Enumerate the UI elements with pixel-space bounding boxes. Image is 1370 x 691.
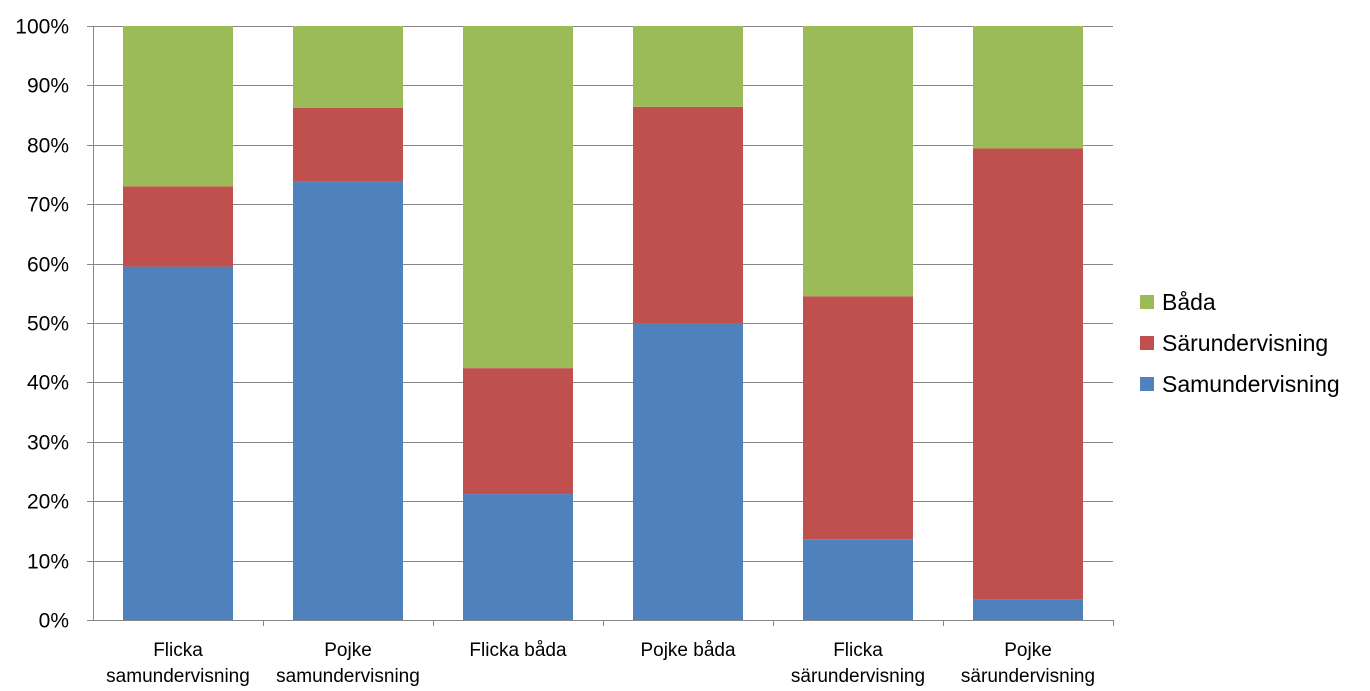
- x-category-label: samundervisning: [106, 666, 250, 686]
- legend-label-båda: Båda: [1162, 289, 1216, 315]
- legend-swatch-båda: [1140, 295, 1154, 309]
- bar-segment-båda: [803, 26, 913, 297]
- x-category-label: Flicka båda: [469, 640, 567, 661]
- tick-labels: 0% 10% 20% 30% 40% 50% 60% 70% 80% 90% 100% Flicka s…: [15, 16, 1095, 688]
- bar-segment-båda: [463, 26, 573, 369]
- gridlines: [93, 26, 1113, 562]
- y-tick-label: 60%: [27, 254, 69, 277]
- legend-swatch-samundervisning: [1140, 377, 1154, 391]
- y-tick-label: 40%: [27, 372, 69, 395]
- y-tick-label: 50%: [27, 313, 69, 336]
- bar-segment-samundervisning: [463, 494, 573, 620]
- legend-label-särundervisning: Särundervisning: [1162, 330, 1328, 356]
- x-category-label: särundervisning: [961, 666, 1095, 686]
- legend-label-samundervisning: Samundervisning: [1162, 371, 1340, 397]
- x-category-label: särundervisning: [791, 666, 925, 686]
- bars: [123, 26, 1083, 621]
- x-category-label: Flicka: [833, 640, 883, 661]
- bar-segment-samundervisning: [123, 266, 233, 620]
- bar-segment-samundervisning: [633, 323, 743, 620]
- bar-segment-båda: [633, 26, 743, 107]
- y-tick-label: 70%: [27, 194, 69, 217]
- bar-segment-särundervisning: [123, 186, 233, 267]
- x-category-label: Pojke båda: [640, 640, 736, 661]
- bar-segment-särundervisning: [463, 368, 573, 495]
- bar-segment-båda: [293, 26, 403, 108]
- axes: [87, 26, 1114, 626]
- bar-segment-samundervisning: [803, 539, 913, 620]
- y-tick-label: 20%: [27, 491, 69, 514]
- x-category-label: samundervisning: [276, 666, 420, 686]
- y-tick-label: 90%: [27, 75, 69, 98]
- y-tick-label: 30%: [27, 432, 69, 455]
- bar-segment-båda: [973, 26, 1083, 149]
- y-tick-label: 10%: [27, 551, 69, 574]
- bar-segment-särundervisning: [803, 296, 913, 540]
- bar-segment-särundervisning: [293, 107, 403, 182]
- bar-segment-särundervisning: [973, 148, 1083, 600]
- bar-segment-särundervisning: [633, 106, 743, 323]
- bar-segment-samundervisning: [293, 181, 403, 621]
- bar-segment-samundervisning: [973, 599, 1083, 620]
- x-category-label: Pojke: [1004, 640, 1052, 661]
- legend: Båda Särundervisning Samundervisning: [1140, 289, 1340, 397]
- y-tick-label: 0%: [39, 610, 69, 633]
- bar-segment-båda: [123, 26, 233, 187]
- y-tick-label: 100%: [15, 16, 69, 39]
- x-category-label: Flicka: [153, 640, 203, 661]
- y-tick-label: 80%: [27, 135, 69, 158]
- x-category-label: Pojke: [324, 640, 372, 661]
- legend-swatch-särundervisning: [1140, 336, 1154, 350]
